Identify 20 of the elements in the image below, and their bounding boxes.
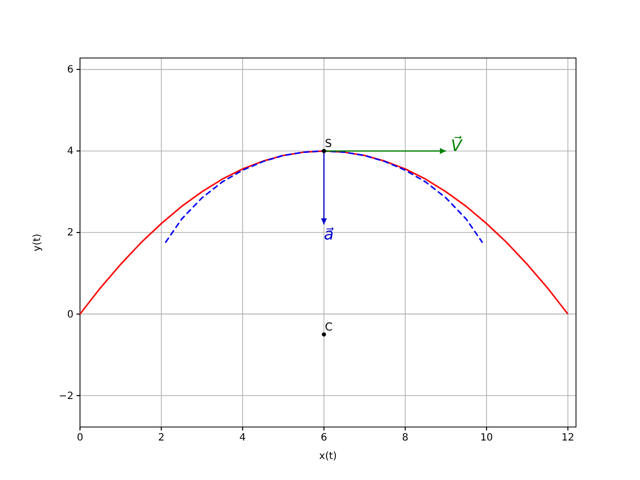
series-label: C bbox=[324, 320, 333, 334]
series-label: a⃗ bbox=[324, 224, 334, 244]
y-tick-label: 0 bbox=[67, 309, 74, 320]
y-tick-label: 2 bbox=[67, 228, 74, 239]
line-series bbox=[164, 150, 484, 244]
y-tick-label: −2 bbox=[58, 390, 74, 402]
x-tick-label: 10 bbox=[480, 432, 493, 444]
series-label: V⃗ bbox=[450, 135, 463, 155]
x-tick-label: 8 bbox=[402, 432, 408, 444]
x-tick-label: 4 bbox=[239, 432, 246, 444]
x-tick-label: 2 bbox=[158, 432, 164, 444]
line-series bbox=[79, 150, 569, 315]
y-tick-label: 4 bbox=[67, 146, 74, 158]
y-tick-label: 6 bbox=[67, 64, 74, 76]
x-tick-label: 0 bbox=[76, 432, 84, 444]
x-tick-label: 6 bbox=[320, 432, 328, 444]
x-tick-label: 12 bbox=[562, 432, 574, 444]
series-label: S bbox=[324, 136, 332, 150]
x-axis-title: x(t) bbox=[319, 451, 337, 462]
y-axis-title: y(t) bbox=[32, 234, 43, 252]
